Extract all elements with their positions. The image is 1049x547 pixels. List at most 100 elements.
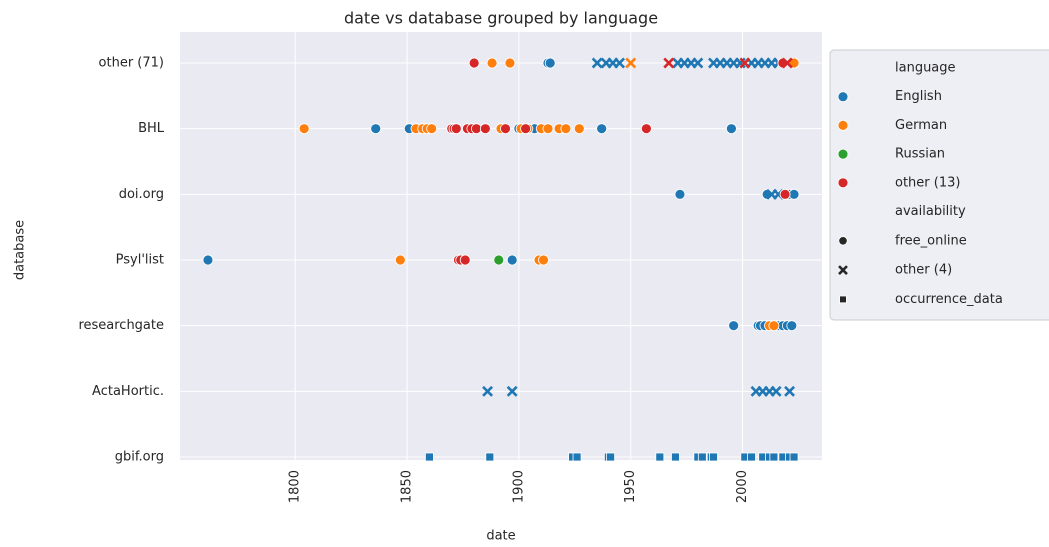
point <box>641 123 652 135</box>
point <box>506 385 518 397</box>
point <box>728 320 740 332</box>
point <box>750 385 762 397</box>
point <box>425 452 434 462</box>
legend-label: other (13) <box>895 175 960 190</box>
point <box>479 123 491 135</box>
chart-title: date vs database grouped by language <box>344 9 658 28</box>
legend-marker <box>839 295 847 304</box>
point <box>728 57 740 69</box>
point <box>714 57 726 69</box>
point <box>766 188 778 200</box>
point <box>573 123 585 135</box>
legend: language English German Russian other (13) av… <box>837 61 1003 307</box>
point <box>544 57 556 69</box>
point <box>500 123 511 135</box>
y-tick-label: other (71) <box>99 56 164 71</box>
legend-marker <box>838 236 848 246</box>
point <box>482 385 494 397</box>
point <box>600 57 612 69</box>
y-axis-label: database <box>13 220 28 280</box>
point <box>757 385 769 397</box>
point <box>625 57 637 69</box>
legend-label: other (4) <box>895 263 952 278</box>
point <box>708 57 719 69</box>
point <box>572 452 582 462</box>
legend-label: German <box>895 118 947 133</box>
legend-marker <box>837 148 849 160</box>
legend-marker <box>837 177 849 189</box>
legend-title: availability <box>895 204 966 219</box>
point <box>747 452 756 462</box>
point <box>202 254 214 266</box>
point <box>468 57 480 69</box>
marks <box>202 57 800 462</box>
point <box>766 57 778 69</box>
legend-box <box>829 49 1049 321</box>
point <box>781 57 793 69</box>
x-tick-label: 1800 <box>288 470 303 503</box>
point <box>752 57 764 69</box>
point <box>763 385 775 397</box>
y-tick-label: gbif.org <box>115 450 164 465</box>
point <box>655 452 665 462</box>
point <box>394 254 406 266</box>
point <box>470 123 482 135</box>
point <box>504 57 516 69</box>
x-tick-label: 1900 <box>511 470 526 503</box>
y-tick-label: researchgate <box>78 318 164 333</box>
x-tick-label: 2000 <box>735 470 750 503</box>
point <box>538 254 549 266</box>
legend-label: occurrence_data <box>895 292 1003 307</box>
x-tick-label: 1950 <box>623 470 638 503</box>
point <box>542 123 554 135</box>
point <box>674 188 686 200</box>
legend-title: language <box>895 61 956 76</box>
y-tick-label: ActaHortic. <box>92 384 164 399</box>
point <box>298 123 310 135</box>
point <box>672 57 684 69</box>
x-axis-label: date <box>486 529 515 544</box>
y-tick-label: Psyl'list <box>116 253 164 268</box>
point <box>560 123 572 135</box>
point <box>426 123 438 135</box>
point <box>614 57 625 69</box>
point <box>786 320 798 332</box>
point <box>746 57 757 69</box>
point <box>663 57 675 69</box>
point <box>596 123 608 135</box>
point <box>678 57 690 69</box>
point <box>459 254 471 266</box>
point <box>493 254 505 266</box>
point <box>485 452 495 462</box>
point <box>506 254 518 266</box>
legend-marker <box>837 120 849 131</box>
point <box>692 57 704 69</box>
point <box>450 123 462 135</box>
point <box>709 452 718 462</box>
point <box>591 57 603 69</box>
point <box>607 57 619 69</box>
point <box>769 452 779 462</box>
point <box>606 452 616 462</box>
legend-label: free_online <box>895 233 967 248</box>
legend-label: English <box>895 89 942 104</box>
y-tick-label: BHL <box>138 121 165 136</box>
point <box>685 57 697 69</box>
y-tick-label: doi.org <box>119 187 164 202</box>
point <box>370 123 382 135</box>
x-tick-label: 1850 <box>400 470 415 503</box>
legend-marker <box>838 265 848 275</box>
point <box>759 57 771 69</box>
point <box>697 452 707 462</box>
point <box>671 452 680 462</box>
point <box>768 320 780 332</box>
point <box>739 57 751 69</box>
point <box>520 123 532 135</box>
point <box>721 57 733 69</box>
point <box>770 385 782 397</box>
point <box>784 385 796 397</box>
plot-area <box>180 32 822 460</box>
legend-marker <box>837 91 849 103</box>
point <box>486 57 498 69</box>
